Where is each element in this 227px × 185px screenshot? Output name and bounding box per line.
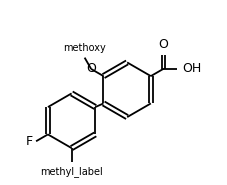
Text: F: F xyxy=(25,135,32,148)
Text: O: O xyxy=(158,38,168,51)
Text: O: O xyxy=(86,63,96,75)
Text: methyl_label: methyl_label xyxy=(40,166,103,177)
Text: methoxy: methoxy xyxy=(63,43,106,53)
Text: OH: OH xyxy=(182,62,202,75)
